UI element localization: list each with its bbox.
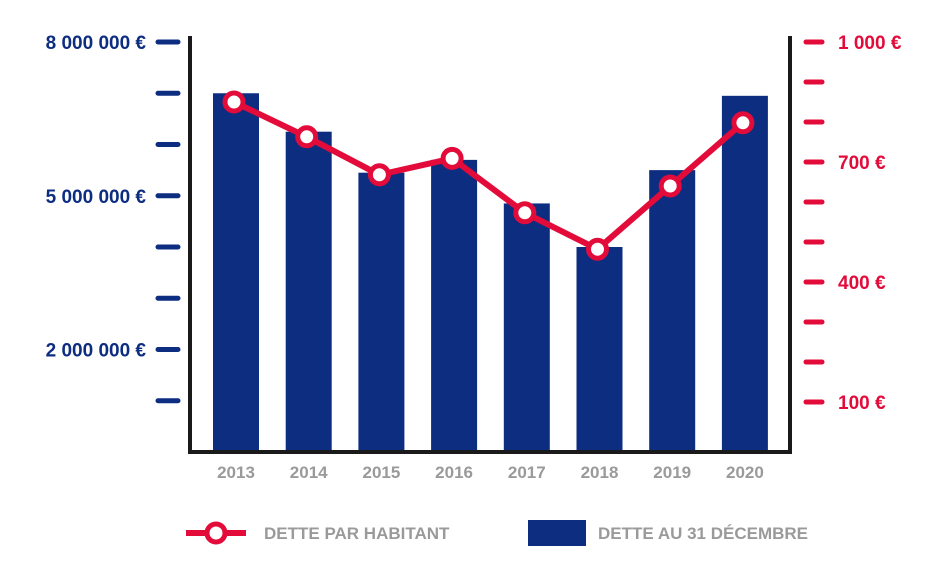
bar-2017 — [503, 203, 550, 452]
bar-2018 — [576, 247, 623, 452]
legend-line-marker — [204, 521, 228, 545]
bar-2013 — [213, 93, 259, 452]
line-series — [222, 90, 755, 261]
right-axis-ticks: 100 € 400 € 700 € 1 000 € — [803, 33, 902, 414]
right-tick-label: 400 € — [838, 273, 886, 294]
bar-2015 — [358, 172, 405, 452]
left-tick-label: 8 000 000 € — [46, 33, 147, 54]
line-point-2019 — [658, 174, 682, 198]
legend-label-bar: DETTE AU 31 DÉCEMBRE — [598, 524, 808, 543]
x-axis-tick-labels: 2013 2014 2015 2016 2017 2018 2019 2020 — [217, 463, 764, 482]
x-tick-label: 2018 — [581, 463, 619, 482]
line-point-2014 — [295, 125, 319, 149]
bar-2020 — [721, 95, 768, 452]
x-tick-label: 2019 — [653, 463, 691, 482]
x-tick-label: 2016 — [435, 463, 473, 482]
x-tick-label: 2017 — [508, 463, 546, 482]
line-point-2015 — [367, 163, 391, 187]
line-point-2017 — [513, 201, 537, 225]
legend-label-line: DETTE PAR HABITANT — [264, 524, 450, 543]
left-axis-ticks: 2 000 000 € 5 000 000 € 8 000 000 € — [46, 33, 181, 404]
bar-2014 — [285, 131, 332, 452]
line-point-2020 — [731, 111, 755, 135]
line-path — [232, 99, 745, 253]
right-tick-label: 100 € — [838, 393, 886, 414]
line-point-2016 — [440, 146, 464, 170]
x-tick-label: 2014 — [290, 463, 328, 482]
legend-bar-swatch — [528, 520, 586, 546]
x-tick-label: 2015 — [362, 463, 400, 482]
left-tick-label: 5 000 000 € — [46, 187, 147, 208]
bar-2016 — [431, 159, 478, 452]
x-tick-label: 2013 — [217, 463, 255, 482]
line-point-2013 — [222, 90, 246, 114]
line-point-2018 — [586, 237, 609, 261]
right-tick-label: 1 000 € — [838, 33, 902, 54]
right-tick-label: 700 € — [838, 153, 886, 174]
bar-series — [213, 93, 768, 452]
axes — [188, 36, 792, 454]
x-tick-label: 2020 — [726, 463, 764, 482]
legend: DETTE PAR HABITANT DETTE AU 31 DÉCEMBRE — [186, 520, 808, 546]
bar-2019 — [649, 170, 696, 452]
left-tick-label: 2 000 000 € — [46, 341, 147, 362]
